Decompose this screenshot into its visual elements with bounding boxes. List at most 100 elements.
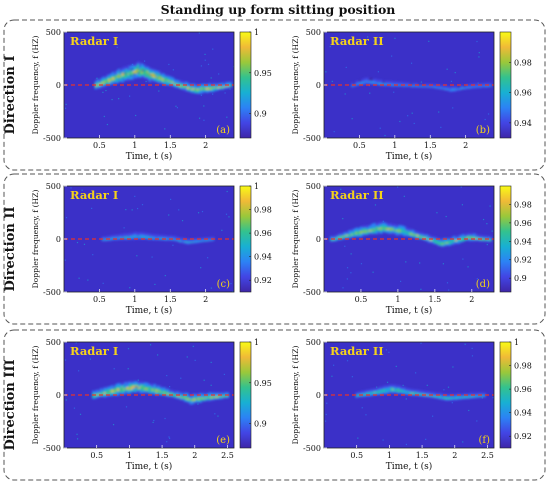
noise-speck — [335, 39, 337, 42]
noise-speck — [112, 424, 115, 426]
signature-cell — [104, 84, 107, 87]
signature-cell — [439, 238, 442, 241]
signature-cell — [100, 79, 104, 83]
signature-cell — [165, 74, 169, 78]
signature-cell — [169, 76, 173, 80]
signature-cell — [175, 236, 179, 240]
signature-cell — [96, 81, 100, 84]
signature-cell — [158, 76, 161, 80]
signature-cell — [480, 235, 483, 238]
signature-cell — [461, 84, 465, 88]
signature-cell — [397, 389, 400, 393]
signature-cell — [386, 226, 390, 229]
signature-cell — [146, 75, 150, 79]
signature-cell — [109, 235, 113, 238]
signature-cell — [204, 86, 207, 90]
signature-cell — [150, 69, 154, 72]
signature-cell — [139, 233, 143, 237]
signature-cell — [138, 390, 141, 393]
noise-speck — [361, 407, 363, 409]
signature-cell — [160, 72, 163, 76]
signature-cell — [384, 226, 388, 229]
signature-cell — [212, 392, 216, 396]
signature-cell — [417, 389, 421, 393]
colorbar-tick-label: 0.9 — [254, 110, 267, 119]
signature-cell — [355, 228, 358, 232]
signature-cell — [359, 79, 362, 83]
signature-cell — [374, 79, 378, 82]
signature-cell — [125, 74, 129, 78]
signature-cell — [446, 394, 450, 397]
noise-speck — [344, 245, 346, 247]
signature-cell — [172, 235, 175, 239]
signature-cell — [210, 87, 213, 90]
signature-cell — [144, 65, 148, 69]
signature-cell — [402, 227, 406, 230]
signature-cell — [208, 237, 212, 240]
noise-speck — [394, 37, 396, 39]
signature-cell — [115, 391, 118, 395]
signature-cell — [457, 239, 460, 242]
signature-cell — [194, 83, 198, 87]
signature-cell — [357, 231, 361, 235]
signature-cell — [439, 242, 442, 245]
signature-cell — [110, 73, 113, 76]
signature-cell — [189, 399, 193, 402]
noise-speck — [200, 65, 202, 67]
y-axis-label: Doppler frequency, f (HZ) — [291, 190, 300, 289]
x-tick-label: 2 — [192, 451, 197, 460]
signature-cell — [148, 67, 152, 70]
signature-cell — [145, 389, 149, 392]
signature-cell — [159, 234, 163, 238]
signature-cell — [104, 82, 107, 85]
signature-cell — [420, 83, 423, 86]
signature-cell — [122, 389, 126, 392]
signature-cell — [373, 229, 376, 233]
colorbar-tick-label: 1 — [254, 338, 259, 347]
y-tick-label: 500 — [306, 28, 321, 37]
noise-speck — [212, 93, 214, 95]
signature-cell — [117, 393, 120, 396]
signature-cell — [220, 392, 224, 396]
signature-cell — [138, 68, 142, 71]
signature-cell — [482, 235, 485, 238]
noise-speck — [405, 443, 408, 446]
signature-cell — [402, 231, 406, 234]
signature-cell — [111, 385, 114, 388]
x-tick-label: 1 — [387, 451, 392, 460]
signature-cell — [433, 392, 437, 396]
signature-cell — [416, 231, 420, 234]
noise-speck — [342, 218, 344, 220]
signature-cell — [173, 79, 177, 82]
signature-cell — [199, 395, 203, 398]
noise-speck — [176, 107, 179, 109]
signature-cell — [103, 394, 107, 397]
noise-speck — [154, 283, 156, 286]
noise-speck — [342, 287, 344, 289]
noise-speck — [102, 91, 104, 93]
signature-cell — [359, 231, 363, 234]
signature-cell — [414, 236, 417, 239]
signature-cell — [189, 395, 193, 399]
signature-cell — [199, 398, 203, 401]
signature-cell — [191, 238, 194, 242]
signature-cell — [432, 236, 435, 239]
noise-speck — [489, 205, 491, 207]
signature-cell — [120, 233, 124, 237]
signature-cell — [162, 235, 166, 238]
signature-cell — [131, 77, 134, 80]
signature-cell — [364, 225, 367, 228]
signature-cell — [445, 85, 449, 89]
colorbar-tick-label: 0.98 — [514, 362, 532, 371]
x-tick-label: 1.5 — [156, 451, 169, 460]
signature-cell — [209, 237, 213, 240]
signature-cell — [186, 238, 190, 241]
signature-cell — [159, 388, 162, 392]
signature-cell — [439, 85, 443, 88]
signature-cell — [416, 233, 420, 237]
signature-cell — [348, 234, 351, 237]
figure-title: Standing up form sitting position — [161, 2, 396, 17]
noise-speck — [452, 107, 454, 109]
signature-cell — [441, 238, 445, 241]
signature-cell — [379, 389, 382, 392]
